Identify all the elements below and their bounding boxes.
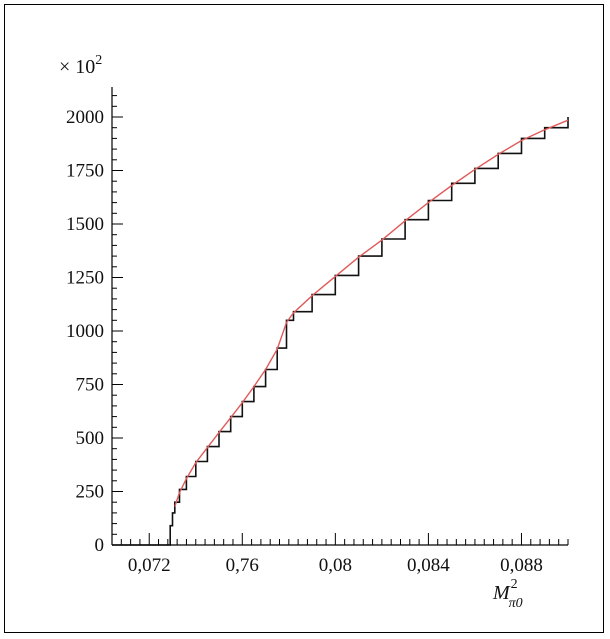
- x-tick-label: 0,072: [128, 555, 171, 576]
- x-tick-label: 0,08: [319, 555, 352, 576]
- y-tick-label: 250: [76, 482, 105, 503]
- y-axis-multiplier: × 102: [59, 53, 102, 78]
- y-tick-label: 1250: [66, 268, 104, 289]
- histogram-series: [112, 117, 569, 546]
- y-tick-label: 750: [76, 375, 105, 396]
- y-tick-label: 500: [76, 428, 105, 449]
- x-tick-label: 0,088: [500, 555, 543, 576]
- x-tick-label: 0,084: [407, 555, 450, 576]
- chart-canvas: 0 250 500 750 1000 1250 1500 1750 2000 0,072 0,76…: [59, 53, 569, 611]
- x-axis-label: M2 π0: [492, 577, 523, 611]
- x-tick-label: 0,76: [226, 555, 259, 576]
- chart-figure: 0 250 500 750 1000 1250 1500 1750 2000 0,072 0,76…: [4, 4, 604, 633]
- y-tick-label: 2000: [66, 107, 104, 128]
- y-tick-label: 1750: [66, 161, 104, 182]
- fit-curve-series: [174, 119, 569, 507]
- y-tick-label: 1000: [66, 321, 104, 342]
- y-tick-label: 1500: [66, 214, 104, 235]
- y-tick-label: 0: [95, 535, 105, 556]
